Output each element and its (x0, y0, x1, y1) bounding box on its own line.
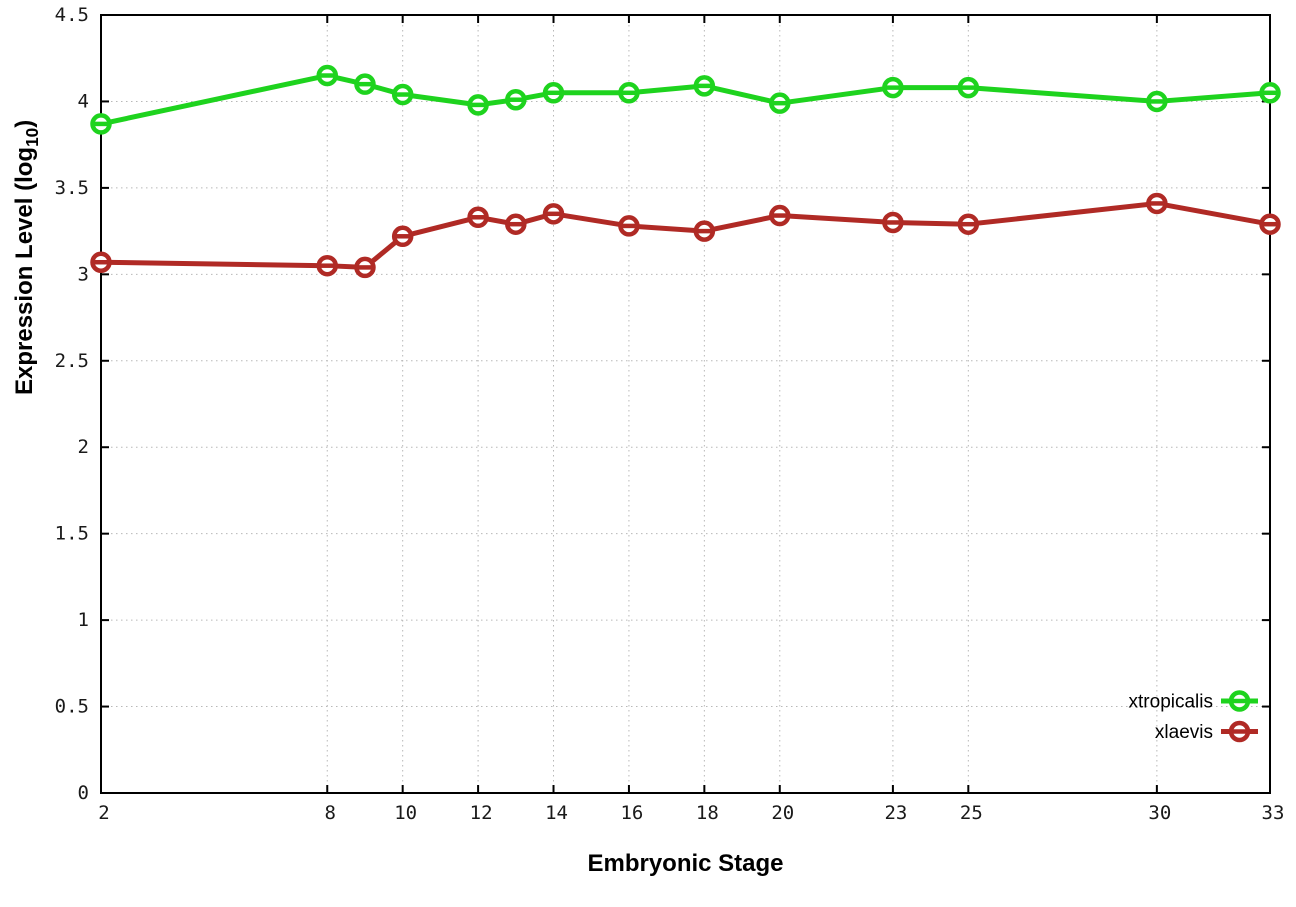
x-axis-title: Embryonic Stage (587, 850, 784, 877)
y-tick-label: 3 (78, 263, 89, 285)
legend-label: xlaevis (1155, 722, 1213, 743)
series-line-xlaevis (98, 200, 1273, 270)
x-tick-label: 12 (470, 802, 493, 824)
x-tick-label: 20 (771, 802, 794, 824)
y-tick-label: 0 (78, 782, 89, 804)
axis-ticks (100, 14, 1271, 794)
y-tick-label: 4.5 (55, 4, 89, 26)
y-axis-title-text: Expression Level (log (11, 146, 39, 395)
x-tick-label: 16 (620, 802, 643, 824)
x-tick-label: 10 (394, 802, 417, 824)
x-tick-label: 25 (960, 802, 983, 824)
y-axis-title-subscript: 10 (21, 127, 42, 147)
legend-label: xtropicalis (1129, 692, 1213, 713)
legend-entry-xlaevis: xlaevis (1155, 720, 1258, 743)
x-tick-label: 18 (696, 802, 719, 824)
x-tick-label: 23 (884, 802, 907, 824)
y-tick-label: 0.5 (55, 696, 89, 718)
y-tick-label: 2 (78, 436, 89, 458)
gridlines (100, 14, 1271, 794)
series-xtropicalis (90, 64, 1281, 135)
y-tick-label: 3.5 (55, 177, 89, 199)
x-tick-label: 30 (1148, 802, 1171, 824)
y-tick-label: 4 (78, 90, 89, 112)
y-tick-label: 2.5 (55, 350, 89, 372)
series-line-xtropicalis (98, 73, 1273, 127)
y-axis-title-suffix: ) (11, 119, 39, 128)
y-tick-label: 1.5 (55, 523, 89, 545)
y-tick-labels: 0 0.5 1 1.5 2 2.5 3 3.5 4 4.5 (55, 4, 89, 804)
x-tick-label: 2 (98, 802, 109, 824)
plot-border (100, 14, 1271, 794)
x-tick-label: 14 (545, 802, 568, 824)
legend: xtropicalis xlaevis (1129, 690, 1258, 743)
y-tick-label: 1 (78, 609, 89, 631)
x-tick-label: 33 (1262, 802, 1285, 824)
legend-entry-xtropicalis: xtropicalis (1129, 690, 1258, 713)
x-tick-label: 8 (325, 802, 336, 824)
series-xlaevis (90, 192, 1281, 279)
x-tick-labels: 2 8 10 12 14 16 18 20 23 25 30 33 (98, 802, 1284, 824)
